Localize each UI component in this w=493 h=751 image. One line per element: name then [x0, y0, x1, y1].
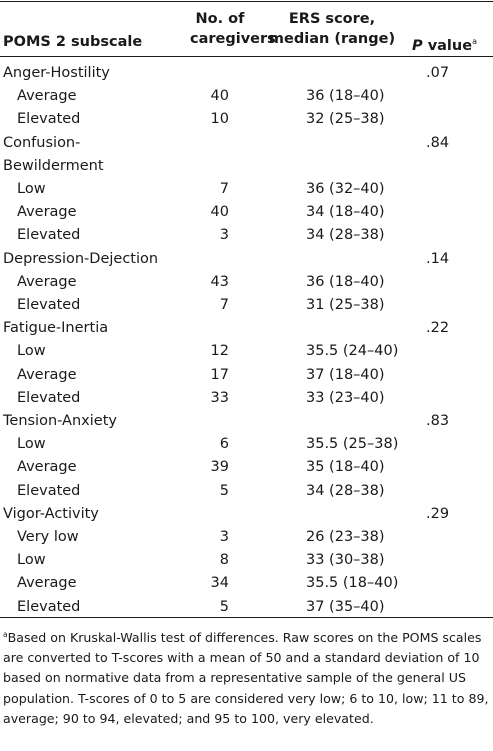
- level-label: Average: [17, 88, 77, 105]
- ers-median-range: 33 (30–38): [306, 552, 385, 569]
- footnote-mark: a: [3, 630, 8, 639]
- subscale-name: Anger-Hostility: [3, 65, 110, 81]
- level-label: Elevated: [17, 482, 81, 499]
- caregiver-count: 7: [219, 181, 229, 197]
- caregiver-count: 33: [210, 389, 229, 406]
- ers-median-range: 35.5 (25–38): [306, 436, 399, 453]
- caregiver-count: 8: [219, 552, 229, 569]
- caregiver-count: 34: [210, 575, 229, 592]
- ers-median-range: 36 (18–40): [306, 88, 385, 105]
- level-label: Elevated: [17, 111, 81, 128]
- subscale-name: Confusion-: [3, 134, 81, 151]
- caregiver-count: 5: [219, 482, 229, 499]
- ers-median-range: 32 (25–38): [306, 111, 385, 128]
- level-label: Elevated: [17, 598, 81, 615]
- header-subscale: POMS 2 subscale: [3, 34, 143, 50]
- ers-median-range: 34 (28–38): [306, 482, 385, 499]
- ers-median-range: 37 (18–40): [306, 366, 385, 383]
- ers-median-range: 35.5 (18–40): [306, 575, 399, 592]
- level-label: Low: [17, 436, 46, 453]
- level-label: Average: [17, 366, 77, 383]
- level-label: Average: [17, 273, 77, 290]
- subscale-name-continued: Bewilderment: [3, 157, 104, 174]
- caregiver-count: 7: [219, 297, 229, 313]
- footnote-text: Based on Kruskal-Wallis test of differen…: [3, 630, 489, 726]
- p-value: .84: [426, 134, 450, 151]
- ers-median-range: 36 (32–40): [306, 181, 385, 197]
- subscale-name: Tension-Anxiety: [3, 413, 117, 429]
- ers-median-range: 34 (18–40): [306, 204, 385, 221]
- subscale-name: Fatigue-Inertia: [3, 320, 109, 337]
- caregiver-count: 17: [210, 366, 229, 383]
- header-caregivers-line1: No. of: [195, 11, 245, 27]
- level-label: Elevated: [17, 297, 81, 313]
- caregiver-count: 3: [219, 227, 229, 244]
- level-label: Low: [17, 343, 46, 360]
- caregiver-count: 6: [219, 436, 229, 453]
- table-header-rule: [0, 56, 493, 57]
- header-ers-score: ERS score, median (range): [262, 9, 402, 49]
- subscale-name: Vigor-Activity: [3, 505, 99, 522]
- caregiver-count: 12: [210, 343, 229, 360]
- p-value: .29: [426, 505, 450, 522]
- caregiver-count: 10: [210, 111, 229, 128]
- caregiver-count: 40: [210, 204, 229, 221]
- header-p-footnote-mark: a: [472, 37, 477, 46]
- header-ers-line2: median (range): [268, 31, 396, 47]
- table-top-rule: [0, 1, 493, 2]
- caregiver-count: 5: [219, 598, 229, 615]
- ers-median-range: 36 (18–40): [306, 273, 385, 290]
- table-footnote: aBased on Kruskal-Wallis test of differe…: [3, 625, 489, 729]
- table-bottom-rule: [0, 617, 493, 618]
- ers-median-range: 34 (28–38): [306, 227, 385, 244]
- header-p-value: P valuea: [412, 32, 492, 56]
- level-label: Very low: [17, 529, 79, 545]
- level-label: Elevated: [17, 227, 81, 244]
- header-p-rest: value: [422, 38, 473, 54]
- caregiver-count: 40: [210, 88, 229, 105]
- header-caregivers: No. of caregivers: [190, 9, 276, 49]
- ers-median-range: 33 (23–40): [306, 389, 385, 406]
- caregiver-count: 39: [210, 459, 229, 476]
- ers-median-range: 26 (23–38): [306, 529, 385, 545]
- level-label: Average: [17, 459, 77, 476]
- header-p-italic: P: [412, 38, 423, 54]
- level-label: Low: [17, 181, 46, 197]
- level-label: Low: [17, 552, 46, 569]
- caregiver-count: 43: [210, 273, 229, 290]
- p-value: .22: [426, 320, 450, 337]
- p-value: .07: [426, 65, 450, 81]
- subscale-name: Depression-Dejection: [3, 250, 159, 267]
- p-value: .83: [426, 413, 450, 429]
- ers-median-range: 37 (35–40): [306, 598, 385, 615]
- header-ers-line1: ERS score,: [288, 11, 376, 27]
- ers-median-range: 31 (25–38): [306, 297, 385, 313]
- ers-median-range: 35.5 (24–40): [306, 343, 399, 360]
- header-caregivers-line2: caregivers: [190, 31, 276, 47]
- ers-median-range: 35 (18–40): [306, 459, 385, 476]
- level-label: Elevated: [17, 389, 81, 406]
- p-value: .14: [426, 250, 450, 267]
- level-label: Average: [17, 575, 77, 592]
- caregiver-count: 3: [219, 529, 229, 545]
- level-label: Average: [17, 204, 77, 221]
